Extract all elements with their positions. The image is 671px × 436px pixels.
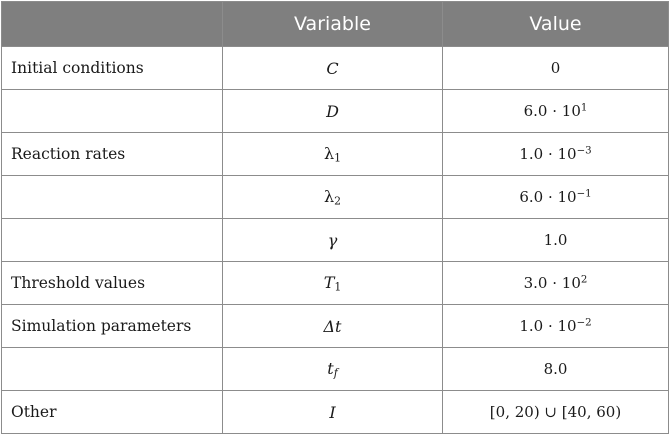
row-variable: λ2 (222, 175, 443, 219)
row-category: Initial conditions (1, 46, 223, 90)
variable-symbol: Δt (323, 316, 342, 336)
table-row: Initial conditions C 0 (1, 46, 669, 90)
value-text: 1.0 · 10 (519, 317, 577, 335)
row-value: 1.0 (442, 218, 669, 262)
row-value: 8.0 (442, 347, 669, 391)
header-variable: Variable (222, 1, 443, 47)
value-exponent: −3 (576, 145, 592, 157)
value-exponent: 2 (580, 274, 588, 286)
row-value: 3.0 · 102 (442, 261, 669, 305)
header-value: Value (442, 1, 669, 47)
value-text: 6.0 · 10 (523, 102, 581, 120)
table-row: tf 8.0 (1, 347, 669, 391)
row-variable: λ1 (222, 132, 443, 176)
table-row: D 6.0 · 101 (1, 89, 669, 133)
table-row: Other I [0, 20) ∪ [40, 60) (1, 390, 669, 434)
variable-symbol: I (329, 402, 336, 422)
variable-symbol: λ (323, 186, 335, 206)
variable-subscript: f (333, 366, 338, 380)
row-variable: Δt (222, 304, 443, 348)
value-text: [0, 20) ∪ [40, 60) (489, 403, 622, 421)
row-category: Threshold values (1, 261, 223, 305)
value-exponent: −2 (576, 317, 592, 329)
value-text: 1.0 (543, 231, 568, 249)
row-value: 1.0 · 10−3 (442, 132, 669, 176)
row-variable: I (222, 390, 443, 434)
row-variable: T1 (222, 261, 443, 305)
row-value: 0 (442, 46, 669, 90)
row-category: Other (1, 390, 223, 434)
value-text: 1.0 · 10 (519, 145, 577, 163)
header-empty (1, 1, 223, 47)
row-category: Reaction rates (1, 132, 223, 176)
variable-symbol: t (327, 358, 334, 378)
table-row: Simulation parameters Δt 1.0 · 10−2 (1, 304, 669, 348)
row-variable: tf (222, 347, 443, 391)
variable-subscript: 2 (334, 194, 342, 208)
value-exponent: −1 (576, 188, 592, 200)
row-category (1, 89, 223, 133)
row-value: [0, 20) ∪ [40, 60) (442, 390, 669, 434)
variable-subscript: 1 (334, 280, 342, 294)
value-text: 6.0 · 10 (519, 188, 577, 206)
variable-symbol: γ (327, 230, 338, 250)
value-exponent: 1 (580, 102, 588, 114)
table-row: Reaction rates λ1 1.0 · 10−3 (1, 132, 669, 176)
row-value: 1.0 · 10−2 (442, 304, 669, 348)
row-value: 6.0 · 101 (442, 89, 669, 133)
value-text: 0 (550, 59, 561, 77)
variable-symbol: D (326, 101, 339, 121)
value-text: 8.0 (543, 360, 568, 378)
variable-symbol: T (323, 272, 335, 292)
row-category (1, 347, 223, 391)
row-variable: C (222, 46, 443, 90)
table-row: Threshold values T1 3.0 · 102 (1, 261, 669, 305)
row-category (1, 175, 223, 219)
row-variable: D (222, 89, 443, 133)
value-text: 3.0 · 10 (523, 274, 581, 292)
row-category (1, 218, 223, 262)
variable-symbol: λ (323, 143, 335, 163)
variable-subscript: 1 (334, 151, 342, 165)
header-row: Variable Value (1, 1, 669, 47)
table-row: γ 1.0 (1, 218, 669, 262)
variable-symbol: C (326, 58, 339, 78)
row-variable: γ (222, 218, 443, 262)
row-category: Simulation parameters (1, 304, 223, 348)
table-row: λ2 6.0 · 10−1 (1, 175, 669, 219)
row-value: 6.0 · 10−1 (442, 175, 669, 219)
